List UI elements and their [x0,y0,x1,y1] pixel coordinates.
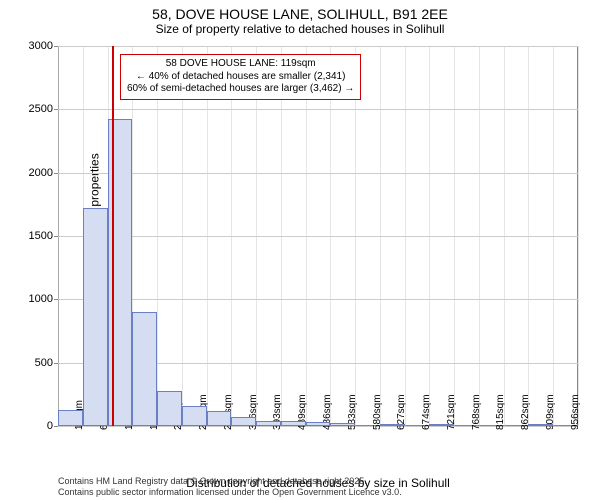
histogram-bar [306,422,331,426]
footer-line-1: Contains HM Land Registry data © Crown c… [58,476,402,487]
footer: Contains HM Land Registry data © Crown c… [58,476,402,498]
chart-title-main: 58, DOVE HOUSE LANE, SOLIHULL, B91 2EE [0,0,600,22]
marker-line [112,46,114,426]
histogram-bar [281,421,306,426]
grid-v [380,46,381,426]
histogram-bar [528,424,553,426]
y-tick-label: 3000 [3,40,53,52]
y-tick-label: 500 [3,357,53,369]
histogram-bar [182,406,207,426]
y-tick-label: 1500 [3,230,53,242]
histogram-bar [157,391,182,426]
grid-h [58,109,578,110]
grid-v [429,46,430,426]
grid-v [182,46,183,426]
histogram-bar [132,312,157,426]
grid-v [553,46,554,426]
histogram-bar [207,411,232,426]
annotation-box: 58 DOVE HOUSE LANE: 119sqm← 40% of detac… [120,54,361,100]
grid-v [454,46,455,426]
grid-v [504,46,505,426]
grid-v [306,46,307,426]
grid-v [207,46,208,426]
grid-h [58,299,578,300]
y-tick-label: 1000 [3,293,53,305]
annotation-line: 58 DOVE HOUSE LANE: 119sqm [127,58,354,71]
y-tick-label: 2000 [3,167,53,179]
grid-v [58,46,59,426]
footer-line-2: Contains public sector information licen… [58,487,402,498]
y-tick-label: 2500 [3,103,53,115]
histogram-bar [256,421,281,426]
grid-v [231,46,232,426]
grid-v [479,46,480,426]
histogram-bar [58,410,83,426]
y-tick-mark [54,426,58,427]
histogram-bar [231,417,256,426]
y-tick-label: 0 [3,420,53,432]
grid-v [330,46,331,426]
grid-h [58,173,578,174]
histogram-bar [380,424,405,426]
grid-v [405,46,406,426]
grid-v [528,46,529,426]
grid-v [281,46,282,426]
annotation-line: 60% of semi-detached houses are larger (… [127,83,354,96]
chart-title-sub: Size of property relative to detached ho… [0,22,600,40]
histogram-bar [429,424,454,426]
grid-v [157,46,158,426]
grid-v [355,46,356,426]
grid-v [578,46,579,426]
plot-area: Number of detached properties Distributi… [58,46,578,426]
grid-h [58,46,578,47]
chart-container: 58, DOVE HOUSE LANE, SOLIHULL, B91 2EE S… [0,0,600,500]
grid-v [256,46,257,426]
annotation-line: ← 40% of detached houses are smaller (2,… [127,71,354,84]
histogram-bar [330,423,355,426]
grid-h [58,236,578,237]
histogram-bar [83,208,108,426]
